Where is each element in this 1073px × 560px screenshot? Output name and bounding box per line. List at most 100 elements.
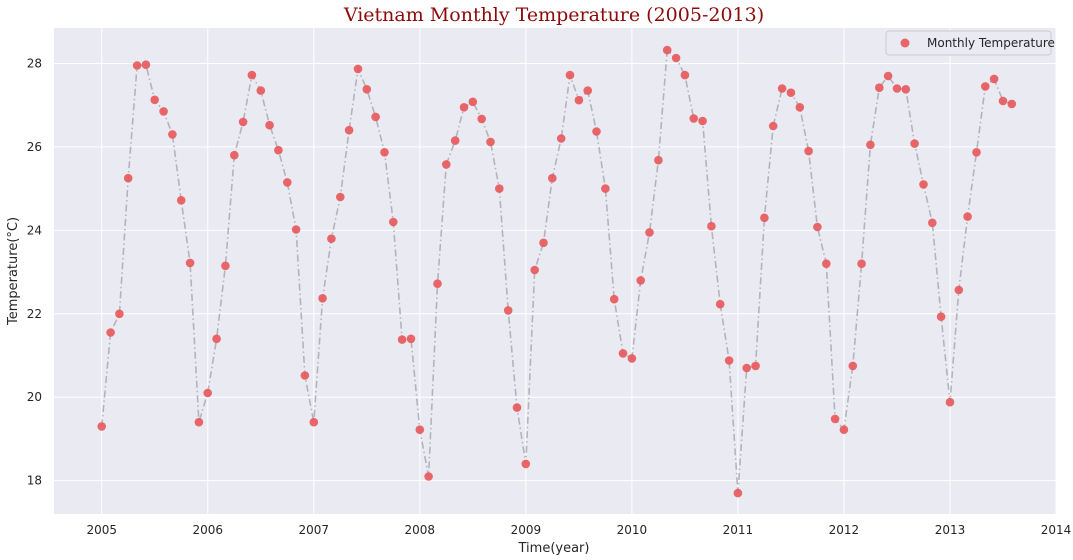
- data-point: [459, 103, 469, 112]
- data-point: [795, 103, 805, 112]
- data-point: [539, 238, 548, 248]
- data-point: [150, 95, 159, 105]
- data-point: [477, 114, 487, 124]
- data-point: [592, 127, 601, 136]
- data-point: [380, 148, 389, 157]
- data-point: [733, 488, 743, 498]
- data-point: [645, 228, 654, 237]
- data-point: [963, 212, 972, 221]
- data-point: [115, 309, 124, 319]
- data-point: [618, 349, 628, 358]
- data-point: [662, 45, 672, 55]
- data-points: [97, 45, 1017, 498]
- data-point: [212, 334, 221, 344]
- x-axis-label: Time(year): [518, 541, 590, 556]
- data-point: [159, 107, 168, 116]
- data-point: [830, 414, 840, 424]
- data-point: [327, 234, 336, 243]
- data-point: [495, 184, 504, 193]
- data-point: [371, 112, 380, 122]
- data-point: [318, 294, 327, 303]
- data-point: [256, 86, 266, 95]
- data-point: [866, 140, 875, 150]
- y-tick-label: 18: [27, 474, 42, 488]
- data-point: [141, 60, 151, 69]
- x-tick-label: 2007: [299, 523, 330, 537]
- data-point: [283, 178, 292, 187]
- data-point: [274, 145, 283, 155]
- y-tick-label: 20: [27, 390, 42, 404]
- data-point: [892, 84, 902, 93]
- data-point: [919, 180, 928, 189]
- data-point: [989, 74, 999, 84]
- y-tick-label: 26: [27, 140, 42, 154]
- x-tick-label: 2011: [723, 523, 754, 537]
- data-point: [450, 136, 460, 145]
- data-point: [433, 279, 442, 289]
- data-point: [839, 425, 849, 435]
- data-point: [185, 258, 195, 268]
- data-point: [397, 335, 407, 344]
- y-tick-labels: 18 20 22 24 26 28: [27, 56, 42, 487]
- chart-title: Vietnam Monthly Temperature (2005-2013): [343, 4, 764, 26]
- data-point: [300, 371, 310, 380]
- data-point: [336, 192, 345, 202]
- data-point: [1007, 99, 1017, 109]
- data-point: [901, 85, 911, 94]
- x-tick-labels: 2005 2006 2007 2008 2009 2010 2011 2012 2013 2014: [86, 523, 1071, 537]
- data-point: [97, 422, 106, 431]
- data-point: [724, 356, 734, 365]
- data-point: [168, 130, 177, 139]
- data-point: [221, 261, 230, 271]
- legend: Monthly Temperature: [885, 30, 1055, 56]
- data-point: [415, 425, 425, 435]
- data-point: [123, 173, 133, 183]
- data-point: [910, 139, 919, 148]
- legend-marker: [900, 38, 910, 48]
- y-tick-label: 22: [27, 307, 42, 321]
- data-point: [875, 83, 884, 92]
- data-point: [698, 116, 707, 126]
- data-point: [565, 70, 575, 80]
- data-point: [230, 150, 239, 160]
- x-tick-label: 2008: [405, 523, 436, 537]
- data-point: [998, 96, 1008, 106]
- data-point: [106, 328, 115, 337]
- data-point: [468, 97, 478, 107]
- legend-box: [885, 30, 1052, 56]
- data-point: [954, 285, 964, 295]
- x-tick-label: 2010: [617, 523, 648, 537]
- x-tick-label: 2012: [829, 523, 860, 537]
- x-tick-label: 2009: [511, 523, 542, 537]
- data-point: [247, 70, 257, 80]
- data-point: [936, 312, 946, 322]
- data-point: [848, 361, 858, 371]
- data-point: [680, 70, 690, 80]
- data-point: [609, 294, 619, 304]
- gridlines: [54, 28, 1057, 514]
- data-point: [804, 146, 813, 156]
- data-point: [715, 299, 725, 309]
- data-point: [928, 218, 937, 228]
- data-point: [627, 354, 637, 363]
- y-tick-label: 28: [27, 56, 42, 70]
- data-point: [574, 95, 584, 105]
- data-point: [442, 160, 451, 169]
- data-point: [353, 64, 363, 74]
- data-point: [822, 259, 831, 269]
- data-point: [786, 88, 796, 97]
- data-point: [813, 222, 822, 232]
- data-point: [486, 137, 495, 147]
- data-point: [344, 125, 354, 135]
- data-point: [530, 265, 539, 275]
- data-point: [203, 388, 212, 398]
- data-point: [768, 121, 778, 131]
- plot-area: [54, 28, 1056, 514]
- data-point: [742, 363, 751, 373]
- data-point: [583, 86, 592, 95]
- data-point: [238, 117, 248, 127]
- data-point: [636, 276, 645, 285]
- data-point: [406, 334, 416, 344]
- data-point: [309, 417, 319, 427]
- data-point: [512, 403, 522, 412]
